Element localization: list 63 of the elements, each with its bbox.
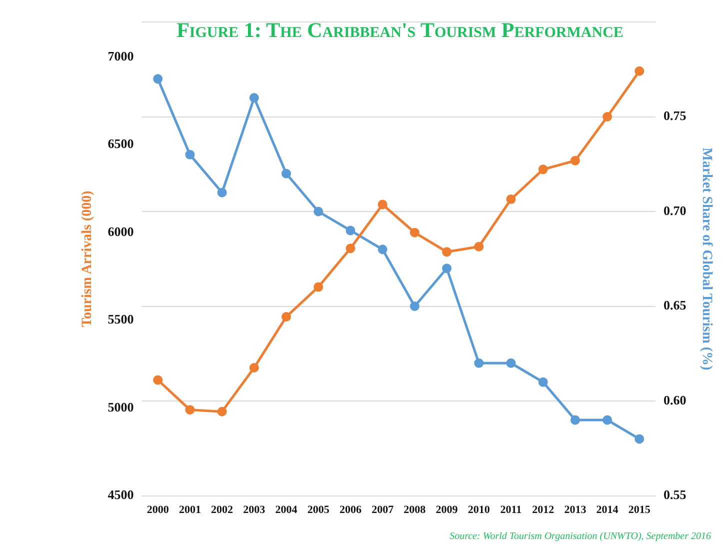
point: [538, 164, 548, 174]
point: [538, 377, 548, 387]
point: [314, 206, 324, 216]
x-tick-label: 2004: [275, 504, 298, 516]
x-tick-label: 2009: [436, 504, 458, 516]
x-tick-label: 2003: [243, 504, 266, 516]
x-tick-label: 2006: [339, 504, 362, 516]
point: [346, 244, 356, 254]
point: [602, 415, 612, 425]
point: [282, 312, 292, 322]
x-tick-label: 2002: [211, 504, 234, 516]
y2-tick-label: 0.65: [663, 298, 687, 313]
x-tick-label: 2008: [404, 504, 426, 516]
source-note: Source: World Tourism Organisation (UNWTO), September 2016: [450, 531, 711, 542]
point: [602, 112, 612, 122]
y2-axis-title: Market Share of Global Tourism (%): [698, 148, 714, 371]
x-tick-label: 2012: [532, 504, 555, 516]
x-tick-label: 2001: [178, 504, 201, 516]
y-tick-label: 6500: [108, 136, 134, 152]
x-tick-label: 2014: [596, 504, 619, 516]
y2-tick-label: 0.75: [663, 108, 687, 124]
point: [249, 362, 259, 372]
point: [217, 188, 227, 198]
point: [217, 406, 227, 416]
point: [185, 150, 195, 160]
y-tick-label: 5000: [108, 399, 134, 414]
y-axis-title: Tourism Arrivals (000): [80, 190, 96, 328]
point: [282, 168, 292, 178]
y2-tick-label: 0.70: [663, 202, 686, 218]
y-tick-label: 6000: [108, 224, 134, 239]
point: [634, 434, 644, 444]
point: [442, 247, 452, 257]
point: [410, 302, 420, 312]
y-tick-label: 5500: [108, 312, 134, 327]
y2-tick-label: 0.55: [663, 487, 687, 502]
point: [378, 200, 388, 210]
x-tick-label: 2000: [146, 504, 170, 516]
point: [153, 375, 163, 385]
point: [410, 228, 420, 238]
point: [442, 264, 452, 274]
chart-title: Figure 1: The Caribbean's Tourism Performance: [176, 18, 624, 43]
point: [378, 244, 388, 254]
point: [474, 358, 484, 368]
y-tick-label: 4500: [108, 487, 134, 502]
point: [570, 156, 580, 166]
point: [185, 405, 195, 415]
point: [346, 226, 356, 236]
x-tick-label: 2007: [372, 504, 394, 516]
point: [634, 66, 644, 76]
x-tick-label: 2013: [564, 504, 587, 516]
x-tick-label: 2010: [468, 504, 490, 516]
point: [506, 194, 516, 204]
point: [153, 74, 163, 84]
point: [314, 282, 324, 292]
point: [570, 415, 580, 425]
y2-tick-label: 0.60: [663, 392, 686, 408]
point: [474, 242, 484, 252]
x-tick-label: 2015: [628, 504, 651, 516]
point: [506, 358, 516, 368]
point: [249, 93, 259, 103]
x-tick-label: 2005: [307, 504, 330, 516]
x-tick-label: 2011: [500, 504, 522, 516]
y-tick-label: 7000: [108, 48, 134, 64]
